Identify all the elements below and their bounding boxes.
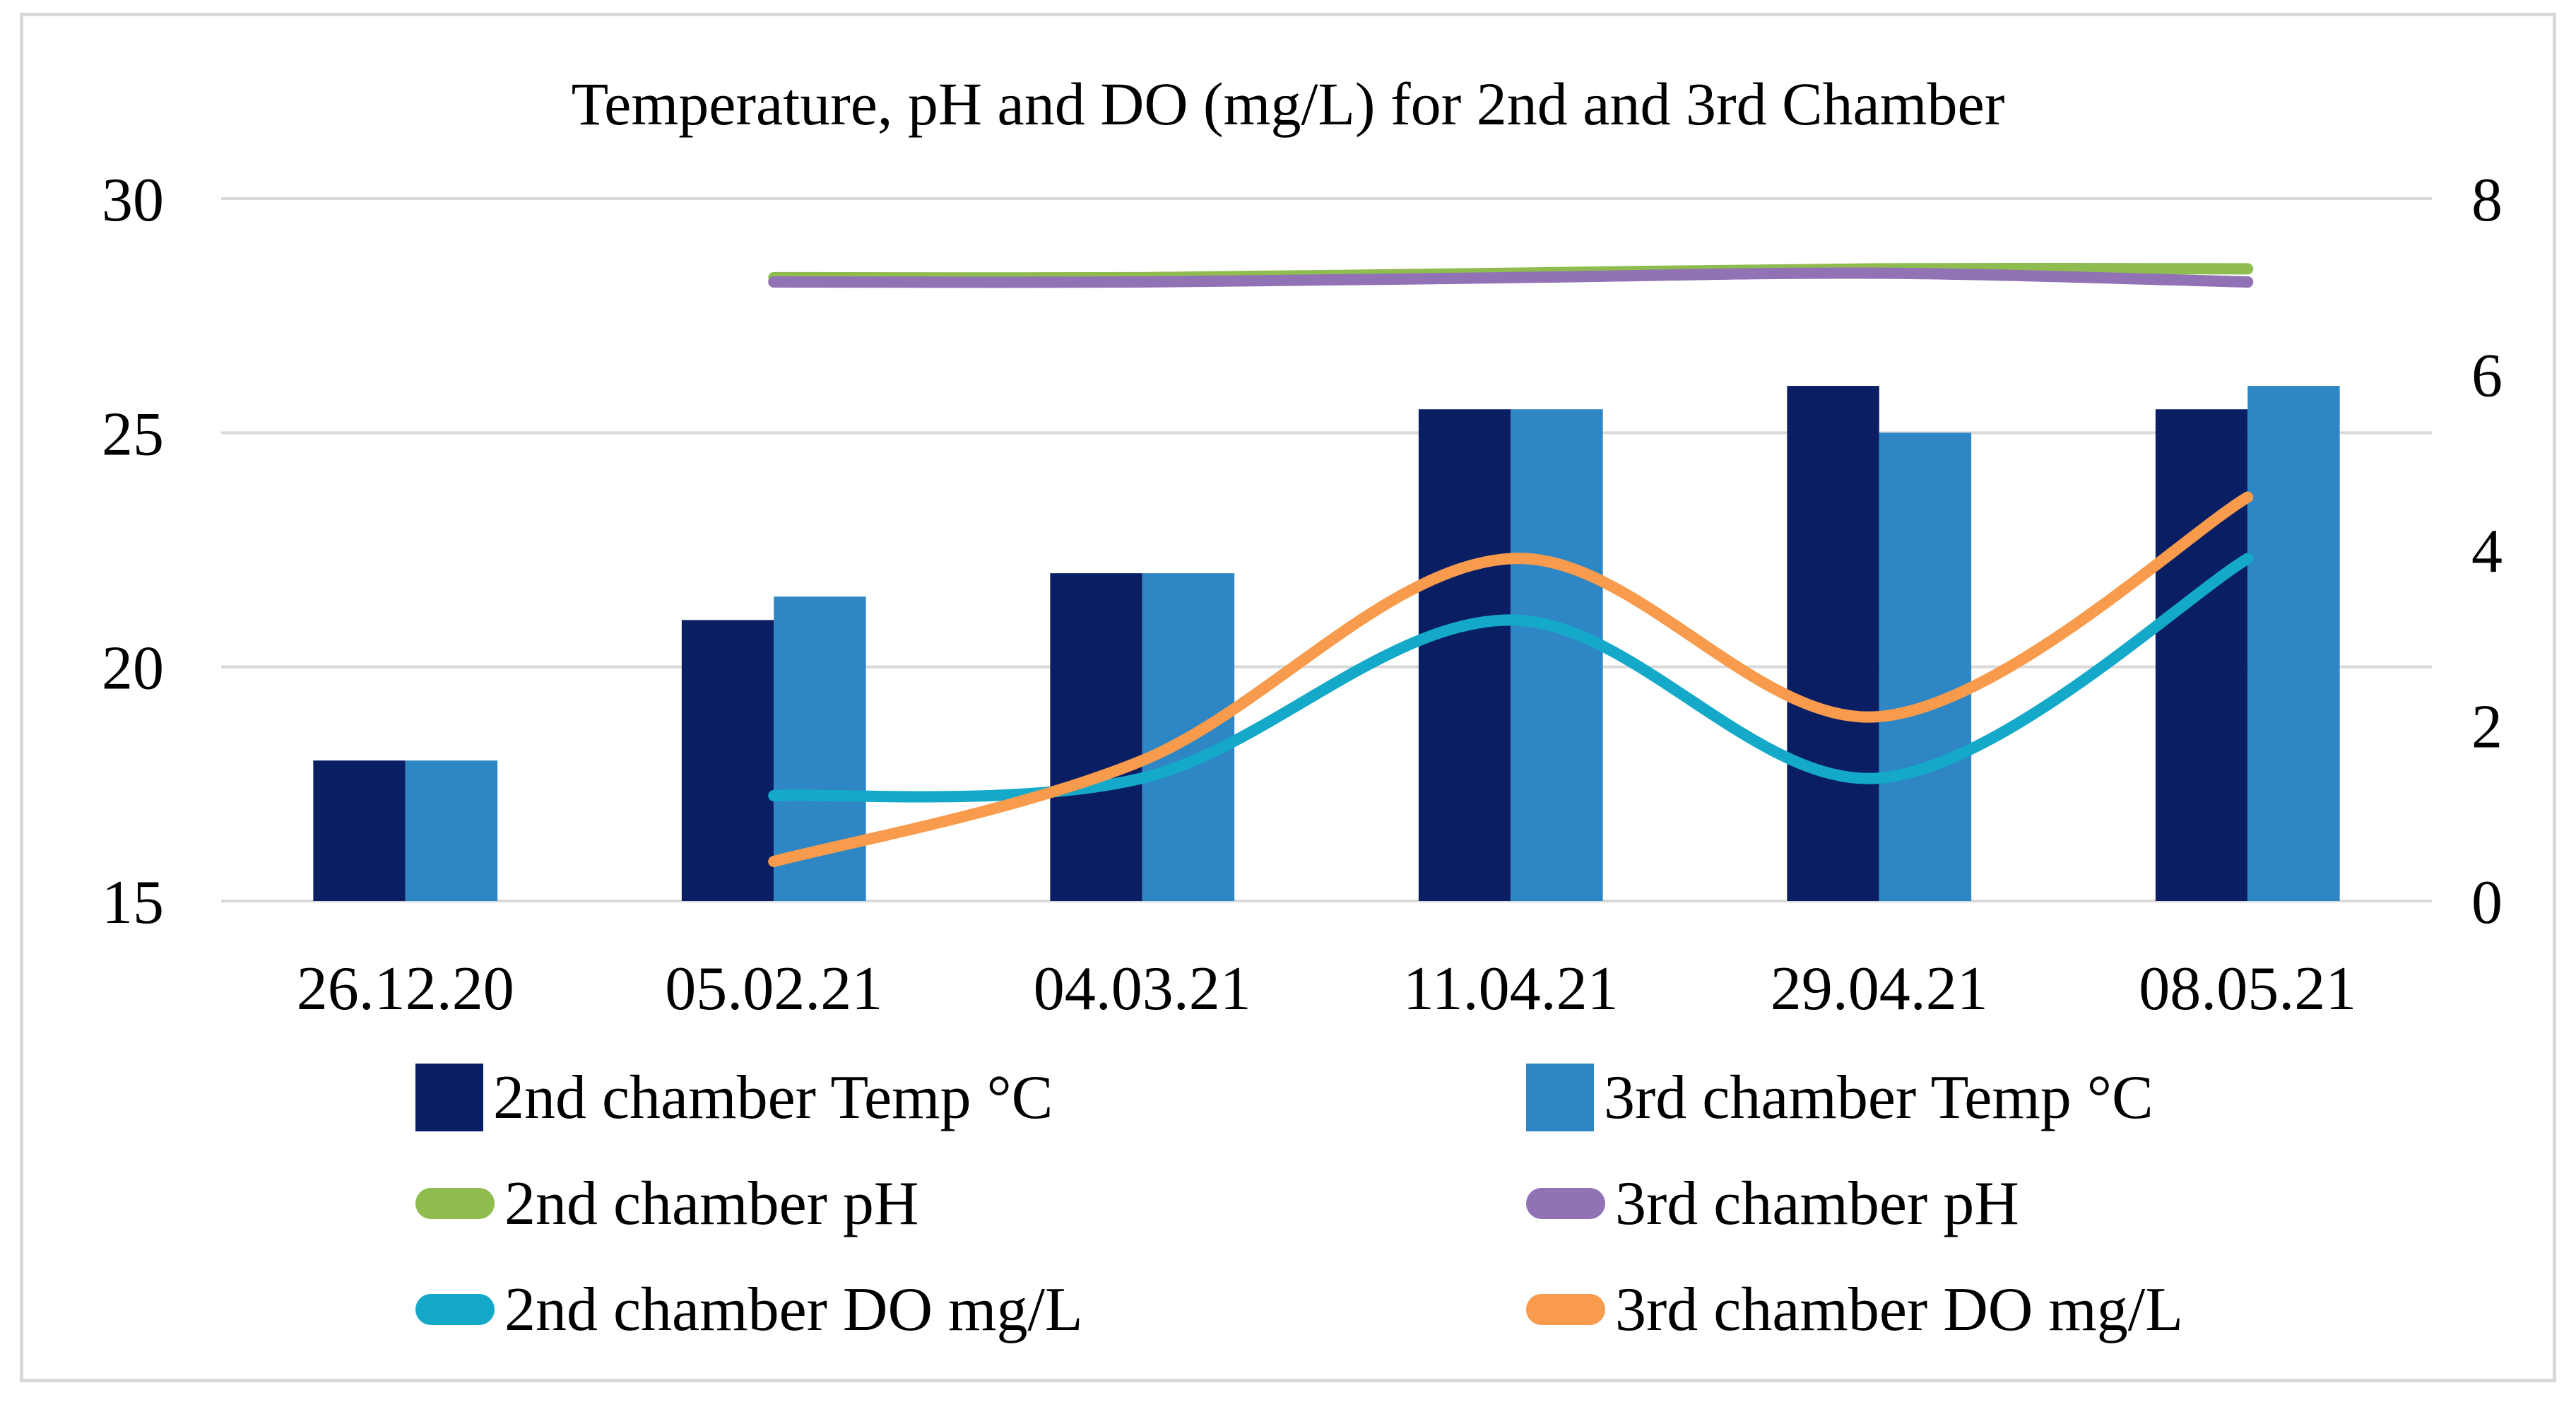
line-3rd-chamber-do-mg-l [768, 491, 2254, 868]
x-axis-tick: 26.12.20 [297, 955, 514, 1023]
chart-title: Temperature, pH and DO (mg/L) for 2nd an… [571, 70, 2005, 138]
line-3rd-chamber-ph [768, 267, 2254, 288]
bar-3rd-chamber-temp-c [1879, 432, 1972, 901]
x-axis-tick: 08.05.21 [2139, 955, 2356, 1023]
y-axis-tick-right: 6 [2471, 342, 2503, 411]
bar-3rd-chamber-temp-c [2247, 386, 2340, 901]
x-axis-tick: 11.04.21 [1403, 955, 1619, 1023]
bar-3rd-chamber-temp-c [405, 760, 498, 901]
y-axis-tick-right: 2 [2471, 693, 2503, 762]
y-axis-tick-right: 4 [2471, 517, 2503, 586]
bar-2nd-chamber-temp-c [1787, 386, 1879, 901]
x-axis-tick: 04.03.21 [1034, 955, 1251, 1023]
x-axis-tick: 05.02.21 [665, 955, 882, 1023]
y-axis-tick-left: 20 [102, 635, 164, 703]
y-axis-tick-left: 30 [102, 166, 164, 235]
chart-frame [20, 13, 2556, 1382]
y-axis-tick-right: 0 [2471, 869, 2503, 937]
bar-2nd-chamber-temp-c [1418, 409, 1511, 901]
bar-3rd-chamber-temp-c [1511, 409, 1603, 901]
y-axis-tick-left: 15 [102, 869, 164, 937]
y-axis-tick-left: 25 [102, 400, 164, 469]
y-axis-tick-right: 8 [2471, 166, 2503, 235]
x-axis-tick: 29.04.21 [1771, 955, 1988, 1023]
bar-2nd-chamber-temp-c [2155, 409, 2248, 901]
bar-2nd-chamber-temp-c [681, 620, 774, 901]
bar-2nd-chamber-temp-c [1050, 573, 1142, 901]
bar-2nd-chamber-temp-c [313, 760, 406, 901]
